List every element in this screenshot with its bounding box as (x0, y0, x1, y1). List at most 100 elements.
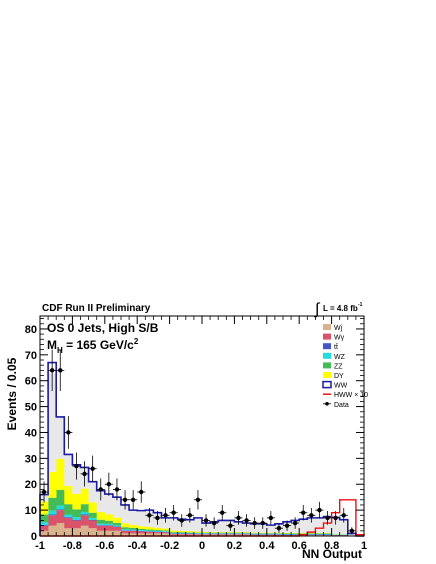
x-tick-label: 0.4 (259, 540, 275, 552)
stack-bar-Wj-10 (121, 533, 130, 536)
stack-bar-WW-25 (242, 523, 251, 532)
y-tick-label: 30 (25, 453, 37, 465)
stack-bar-WW-4 (72, 465, 81, 494)
data-points (40, 349, 356, 535)
legend-entry-5: DY (323, 372, 344, 380)
stack-bar-DY-18 (185, 531, 195, 533)
stack-bar-Wj-15 (161, 533, 170, 536)
stack-bar-ZZ-9 (112, 522, 122, 526)
stack-bar-Wγ-18 (185, 533, 195, 535)
stack-bar-tt̄-33 (307, 534, 316, 535)
stack-bar-Wj-13 (145, 533, 154, 536)
legend-label: ZZ (334, 363, 343, 370)
stack-bar-DY-20 (202, 531, 211, 533)
stack-bar-ZZ-27 (258, 533, 268, 534)
stack-bar-DY-8 (104, 514, 114, 521)
stack-bar-tt̄-35 (323, 534, 332, 535)
data-marker (284, 523, 290, 528)
stack-bar-ZZ-16 (169, 532, 178, 533)
y-tick-label: 20 (25, 479, 37, 491)
data-marker (187, 513, 193, 518)
x-tick-label: 0 (199, 540, 205, 552)
stack-bar-ZZ-30 (283, 533, 292, 534)
stack-bar-ZZ-22 (218, 532, 227, 534)
stack-bar-tt̄-12 (137, 530, 146, 532)
stack-bar-tt̄-10 (121, 530, 130, 531)
stack-bar-WW-24 (234, 521, 243, 532)
data-marker (244, 518, 249, 523)
stack-bar-WZ-20 (202, 533, 211, 534)
stack-bar-tt̄-25 (242, 533, 251, 535)
stack-bar-Wj-11 (129, 533, 138, 536)
stack-bar-ZZ-3 (64, 504, 73, 515)
x-tick-label: -0.4 (128, 540, 148, 552)
stack-bar-WZ-35 (323, 533, 332, 535)
stack-bar-Wγ-23 (226, 534, 235, 535)
data-point-29 (274, 523, 283, 533)
stack-bar-ZZ-35 (323, 533, 332, 534)
stack-bar-Wγ-20 (202, 534, 211, 535)
stack-bar-Wγ-26 (250, 534, 259, 536)
stack-bar-WZ-12 (137, 530, 146, 531)
annotation-mass-subscript: H (57, 346, 63, 355)
data-point-1 (48, 349, 57, 392)
stack-bar-DY-19 (193, 531, 203, 533)
data-marker (106, 482, 112, 487)
stack-bar-DY-29 (274, 532, 284, 534)
stack-bar-ZZ-33 (307, 533, 316, 534)
stack-bar-WZ-30 (283, 533, 292, 535)
data-marker (325, 515, 330, 521)
data-marker (276, 526, 282, 531)
x-tick-label: -0.8 (63, 540, 82, 552)
stack-bar-WZ-23 (226, 533, 235, 534)
data-point-12 (137, 481, 146, 503)
data-point-15 (161, 507, 170, 523)
stack-bar-tt̄-27 (258, 534, 268, 535)
stack-bar-WZ-27 (258, 533, 268, 535)
stack-bar-ZZ-13 (145, 529, 154, 531)
data-point-26 (250, 517, 259, 529)
data-marker (74, 463, 79, 469)
legend-swatch (323, 352, 331, 359)
data-marker (147, 513, 152, 518)
stack-bar-WW-15 (161, 518, 170, 529)
stack-bar-Wγ-21 (210, 534, 219, 535)
stack-bar-DY-31 (291, 532, 300, 534)
stack-bar-tt̄-15 (161, 531, 170, 533)
stack-bar-WW-10 (121, 505, 130, 524)
stack-bar-tt̄-24 (234, 533, 243, 535)
stack-bar-DY-35 (323, 532, 332, 534)
stack-bar-Wγ-10 (121, 530, 130, 534)
data-marker (228, 523, 233, 528)
stack-bar-ZZ-2 (56, 489, 65, 506)
stack-bar-WZ-24 (234, 533, 243, 534)
stack-bar-DY-34 (315, 532, 324, 534)
data-marker (252, 520, 257, 526)
stack-bar-Wγ-17 (177, 533, 187, 535)
lumi-exp: -1 (358, 302, 363, 308)
stack-bar-Wγ-8 (104, 525, 114, 531)
data-marker (317, 507, 322, 513)
stack-bar-tt̄-19 (193, 533, 203, 535)
stack-bar-Wj-3 (64, 528, 73, 536)
stack-bar-WZ-3 (64, 514, 73, 518)
stack-bar-WW-34 (315, 517, 324, 533)
stack-bar-Wγ-19 (193, 534, 203, 535)
stack-bar-WZ-9 (112, 525, 122, 527)
legend-entry-7: HWW × 10 (323, 392, 368, 399)
stack-bar-Wγ-29 (274, 534, 284, 536)
stack-bar-tt̄-23 (226, 533, 235, 535)
stack-bar-Wj-5 (80, 525, 89, 536)
stack-bar-ZZ-0 (40, 514, 49, 523)
stack-bar-ZZ-31 (291, 533, 300, 534)
stack-bar-WZ-26 (250, 533, 259, 535)
stack-bar-WW-33 (307, 517, 316, 533)
x-tick-label: 0.8 (324, 540, 339, 552)
background-stack (40, 373, 357, 536)
stack-bar-WW-8 (104, 494, 114, 515)
stack-bar-Wj-6 (88, 528, 97, 536)
stack-bar-ZZ-1 (48, 497, 57, 511)
stack-bar-ZZ-11 (129, 527, 138, 530)
stack-bar-WW-9 (112, 497, 122, 518)
data-marker (122, 497, 128, 502)
